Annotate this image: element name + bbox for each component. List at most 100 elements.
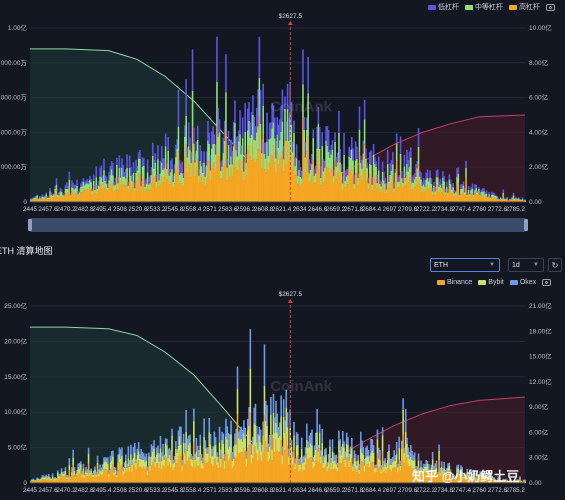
liquidation-bar: [63, 194, 65, 196]
liquidation-bar: [137, 173, 140, 202]
liquidation-bar: [311, 164, 313, 176]
legend-item-high[interactable]: 高杠杆: [509, 2, 540, 12]
liquidation-bar: [164, 456, 167, 483]
liquidation-bar: [521, 198, 524, 200]
liquidation-bar: [31, 198, 33, 200]
liquidation-bar: [114, 189, 117, 202]
liquidation-bar: [110, 181, 113, 202]
legend-item-low[interactable]: 低杠杆: [428, 2, 459, 12]
coin-select[interactable]: ETH ▼: [430, 258, 500, 272]
legend-item-okex[interactable]: Okex: [509, 279, 536, 286]
liquidation-bar: [386, 459, 389, 469]
liquidation-bar: [187, 458, 190, 483]
liquidation-bar: [72, 449, 74, 458]
liquidation-bar: [358, 129, 361, 153]
liquidation-bar: [136, 166, 139, 171]
liquidation-bar: [392, 152, 394, 165]
liquidation-bar: [399, 172, 402, 202]
liquidation-bar: [277, 124, 280, 148]
refresh-button[interactable]: ↻: [548, 258, 562, 272]
liquidation-bar: [227, 145, 230, 162]
liquidation-bar: [225, 130, 227, 202]
liquidation-bar: [499, 199, 502, 202]
liquidation-bar: [163, 158, 166, 169]
liquidation-bar: [155, 454, 158, 464]
liquidation-bar: [56, 194, 59, 198]
liquidation-bar: [299, 167, 302, 177]
liquidation-bar: [116, 164, 118, 177]
liquidation-bar: [259, 123, 262, 150]
liquidation-bar: [374, 164, 376, 176]
liquidation-bar: [46, 479, 49, 483]
liquidation-bar: [392, 468, 394, 483]
camera-icon[interactable]: [542, 279, 552, 286]
liquidation-bar: [324, 467, 326, 483]
liquidation-bar: [349, 453, 352, 463]
period-select[interactable]: 1d ▼: [508, 258, 544, 272]
liquidation-bar: [189, 165, 191, 202]
liquidation-bar: [420, 179, 422, 188]
range-handle-left[interactable]: [28, 219, 32, 231]
liquidation-bar: [236, 170, 239, 202]
legend-item-binance[interactable]: Binance: [437, 279, 472, 286]
liquidation-bar: [336, 152, 339, 163]
liquidation-bar: [511, 199, 514, 202]
liquidation-bar: [300, 448, 303, 462]
range-handle-right[interactable]: [524, 219, 528, 231]
liquidation-bar: [326, 466, 329, 472]
liquidation-bar: [207, 140, 209, 161]
liquidation-bar: [502, 479, 505, 481]
liquidation-bar: [419, 176, 421, 184]
liquidation-bar: [363, 119, 366, 145]
liquidation-bar: [356, 172, 358, 202]
liquidation-bar: [308, 159, 311, 174]
liquidation-bar: [393, 182, 395, 189]
liquidation-bar: [37, 198, 40, 200]
liquidation-bar: [397, 472, 399, 483]
camera-icon[interactable]: [546, 3, 555, 11]
liquidation-bar: [178, 160, 181, 175]
liquidation-bar: [381, 171, 384, 183]
liquidation-bar: [489, 199, 492, 202]
liquidation-bar: [288, 448, 290, 457]
liquidation-bar: [280, 105, 282, 132]
liquidation-bar: [453, 190, 456, 194]
liquidation-bar: [297, 176, 299, 185]
liquidation-bar: [471, 476, 474, 479]
liquidation-bar: [335, 157, 338, 167]
liquidation-bar: [186, 172, 189, 202]
liquidation-bar: [453, 193, 456, 197]
liquidation-bar: [86, 476, 89, 483]
liquidation-bar: [339, 450, 342, 463]
liquidation-bar: [384, 463, 386, 470]
liquidation-bar: [253, 139, 255, 159]
liquidation-bar: [340, 164, 343, 172]
x-tick-label: 2482.8: [74, 487, 94, 494]
legend-item-bybit[interactable]: Bybit: [478, 279, 504, 286]
liquidation-bar: [303, 455, 306, 463]
liquidation-bar: [324, 449, 326, 458]
liquidation-bar: [271, 128, 273, 157]
liquidation-bar: [139, 458, 141, 467]
liquidation-bar: [489, 472, 492, 476]
liquidation-bar: [436, 472, 439, 475]
liquidation-bar: [353, 175, 356, 184]
liquidation-bar: [42, 479, 45, 483]
liquidation-bar: [159, 183, 162, 202]
liquidation-bar: [112, 456, 114, 465]
legend-item-mid[interactable]: 中等杠杆: [465, 2, 503, 12]
liquidation-bar: [117, 469, 119, 483]
liquidation-bar: [471, 188, 474, 194]
liquidation-bar: [385, 462, 388, 468]
liquidation-bar: [375, 166, 377, 180]
liquidation-bar: [321, 160, 324, 202]
liquidation-bar: [146, 159, 149, 173]
liquidation-bar: [389, 458, 392, 465]
liquidation-bar: [31, 200, 33, 202]
liquidation-bar: [146, 182, 149, 202]
x-tick-label: 2671.8: [344, 206, 364, 213]
liquidation-bar: [59, 473, 62, 477]
liquidation-bar: [59, 478, 62, 483]
range-slider[interactable]: [28, 218, 528, 232]
liquidation-bar: [222, 443, 225, 459]
